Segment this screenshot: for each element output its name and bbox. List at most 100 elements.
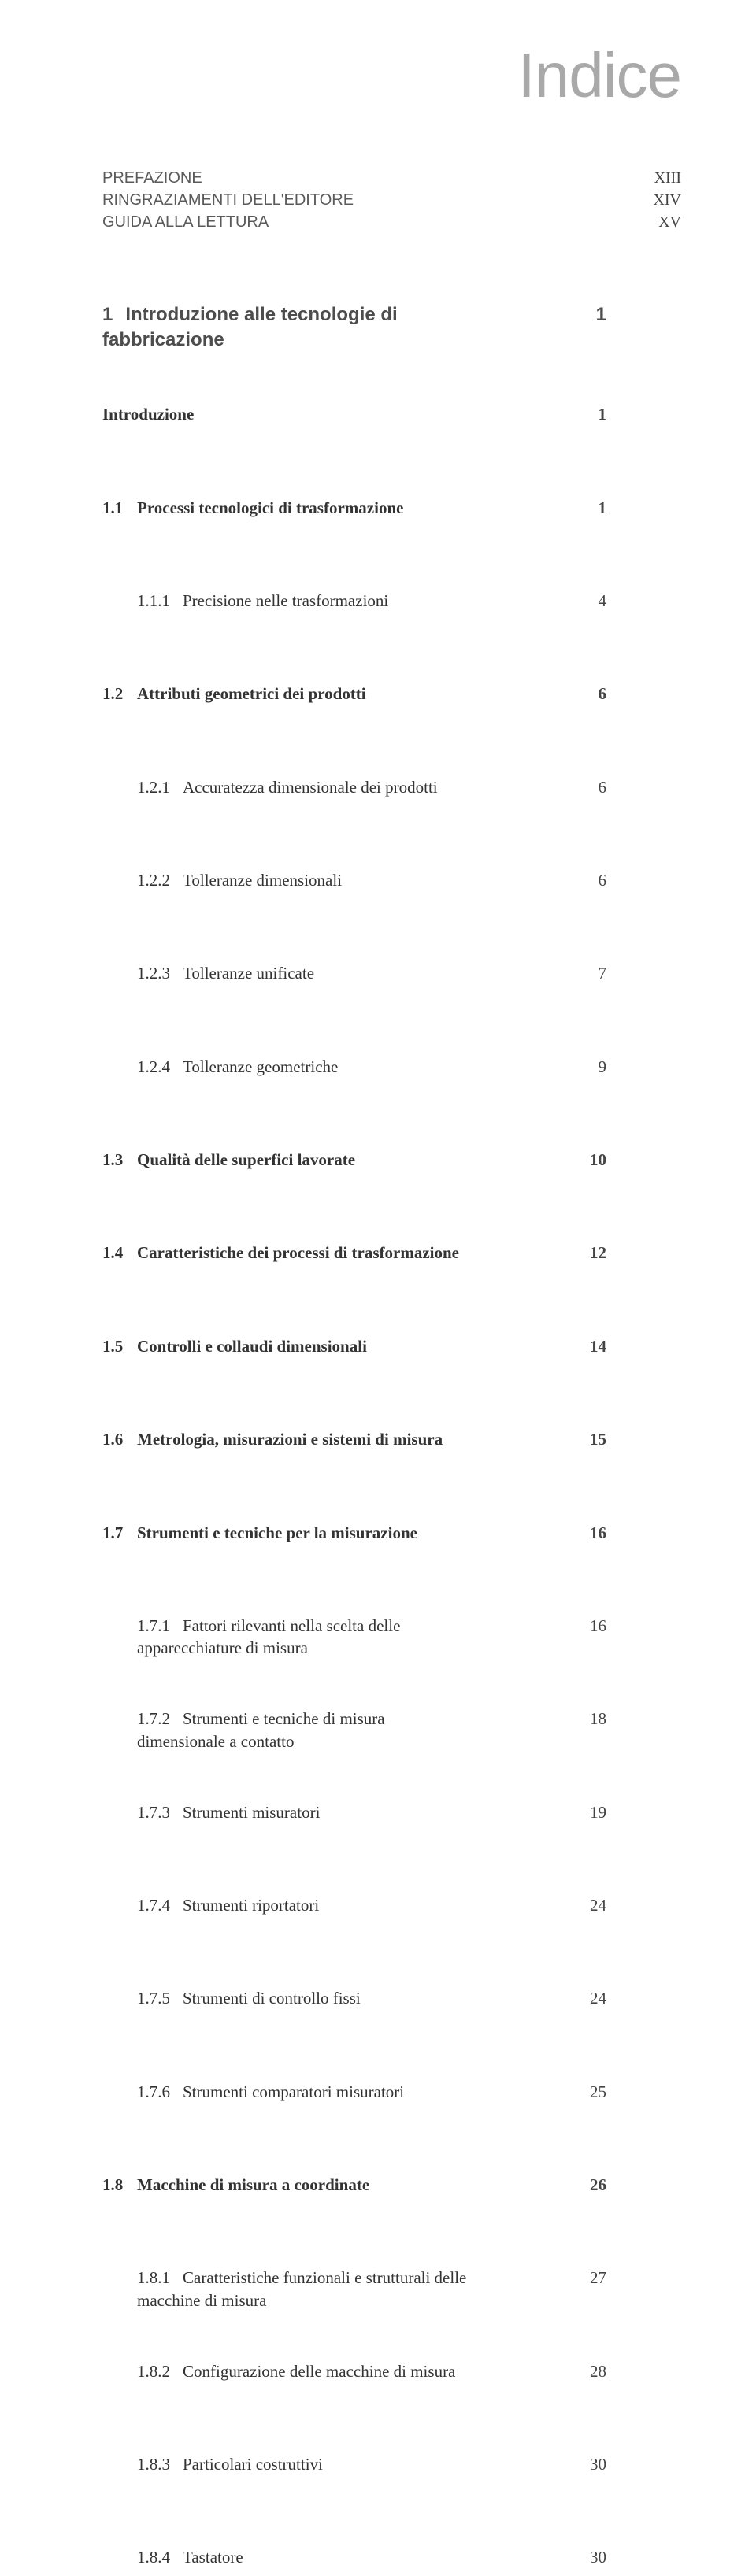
entry-num: 1.7.1 bbox=[137, 1615, 183, 1637]
entry-label: 1.8.3Particolari costruttivi bbox=[102, 2453, 487, 2475]
toc-entry-l2: 1.7.1Fattori rilevanti nella scelta dell… bbox=[102, 1575, 681, 1668]
entry-num: 1.8 bbox=[102, 2174, 137, 2196]
entry-label: 1.8.4Tastatore bbox=[102, 2546, 487, 2568]
entry-text: Strumenti comparatori misuratori bbox=[183, 2082, 404, 2101]
entry-num: 1.7.5 bbox=[137, 1987, 183, 2009]
toc-entry-l2: 1.7.6Strumenti comparatori misuratori 25 bbox=[102, 2041, 681, 2134]
entry-page: 15 bbox=[487, 1389, 681, 1482]
chapter-title: Introduzione alle tecnologie di fabbrica… bbox=[102, 304, 398, 350]
entry-label: 1.4Caratteristiche dei processi di trasf… bbox=[102, 1242, 487, 1264]
entry-text: Accuratezza dimensionale dei prodotti bbox=[183, 778, 438, 797]
entry-num: 1.8.3 bbox=[137, 2453, 183, 2475]
entry-text: Tolleranze geometriche bbox=[183, 1057, 338, 1076]
entry-text: Strumenti e tecniche per la misurazione bbox=[137, 1523, 417, 1542]
entry-page: 10 bbox=[487, 1109, 681, 1202]
entry-label: 1.2.1Accuratezza dimensionale dei prodot… bbox=[102, 776, 496, 798]
toc-entry-l2: 1.8.3Particolari costruttivi 30 bbox=[102, 2414, 681, 2507]
entry-page: 19 bbox=[487, 1762, 681, 1855]
entry-label: 1.8.1Caratteristiche funzionali e strutt… bbox=[102, 2267, 487, 2311]
toc-entry-l2: 1.7.2Strumenti e tecniche di misura dime… bbox=[102, 1668, 681, 1761]
entry-page: 24 bbox=[487, 1855, 681, 1948]
entry-label: 1.7.4Strumenti riportatori bbox=[102, 1894, 487, 1916]
entry-label: 1.1Processi tecnologici di trasformazion… bbox=[102, 497, 496, 519]
entry-label: 1.2.3Tolleranze unificate bbox=[102, 962, 496, 984]
fm-page: XIV bbox=[653, 189, 681, 211]
entry-page: 26 bbox=[487, 2134, 681, 2227]
entry-num: 1.8.4 bbox=[137, 2546, 183, 2568]
toc-entry-l1: 1.8Macchine di misura a coordinate 26 bbox=[102, 2134, 681, 2227]
toc-entry-l2: 1.8.4Tastatore 30 bbox=[102, 2507, 681, 2576]
fm-page: XV bbox=[658, 211, 681, 233]
entry-text: Tastatore bbox=[183, 2548, 243, 2567]
entry-text: Tolleranze dimensionali bbox=[183, 871, 342, 890]
toc-entry-l2: 1.8.1Caratteristiche funzionali e strutt… bbox=[102, 2227, 681, 2320]
toc-entry-l2: 1.2.1Accuratezza dimensionale dei prodot… bbox=[102, 737, 681, 830]
entry-text: Controlli e collaudi dimensionali bbox=[137, 1337, 367, 1356]
entry-page: 1 bbox=[496, 364, 682, 457]
toc-entry-l1: 1.5Controlli e collaudi dimensionali 14 bbox=[102, 1296, 681, 1389]
entry-label: 1.5Controlli e collaudi dimensionali bbox=[102, 1335, 487, 1357]
entry-page: 14 bbox=[487, 1296, 681, 1389]
entry-num: 1.3 bbox=[102, 1149, 137, 1171]
entry-page: 6 bbox=[496, 643, 682, 736]
toc-entry-l2: 1.7.4Strumenti riportatori 24 bbox=[102, 1855, 681, 1948]
fm-label: RINGRAZIAMENTI DELL'EDITORE bbox=[102, 189, 354, 211]
chapter-num: 1 bbox=[102, 304, 113, 325]
entry-label: 1.7.6Strumenti comparatori misuratori bbox=[102, 2081, 487, 2103]
entry-page: 4 bbox=[496, 550, 682, 643]
entry-text: Strumenti riportatori bbox=[183, 1896, 319, 1915]
entry-num: 1.8.2 bbox=[137, 2360, 183, 2382]
fm-page: XIII bbox=[654, 167, 681, 189]
fm-label: GUIDA ALLA LETTURA bbox=[102, 211, 269, 233]
entry-num: 1.1.1 bbox=[137, 590, 183, 612]
entry-text: Caratteristiche funzionali e strutturali… bbox=[137, 2268, 466, 2309]
chapter-page: 1 bbox=[494, 263, 681, 359]
entry-text: Strumenti misuratori bbox=[183, 1803, 320, 1822]
entry-text: Macchine di misura a coordinate bbox=[137, 2175, 369, 2194]
entry-num: 1.7.3 bbox=[137, 1801, 183, 1823]
entry-text: Configurazione delle macchine di misura bbox=[183, 2362, 455, 2381]
entry-label: 1.7.1Fattori rilevanti nella scelta dell… bbox=[102, 1615, 487, 1660]
entry-num: 1.4 bbox=[102, 1242, 137, 1264]
entry-text: Metrologia, misurazioni e sistemi di mis… bbox=[137, 1430, 443, 1449]
entry-page: 16 bbox=[487, 1575, 681, 1668]
entry-text: Tolleranze unificate bbox=[183, 964, 314, 983]
entry-label: 1.7.3Strumenti misuratori bbox=[102, 1801, 487, 1823]
entry-text: Precisione nelle trasformazioni bbox=[183, 591, 388, 610]
entry-num: 1.2.2 bbox=[137, 869, 183, 891]
entry-page: 12 bbox=[487, 1202, 681, 1295]
entry-page: 28 bbox=[487, 2321, 681, 2414]
toc-entry-intro: Introduzione 1 bbox=[102, 364, 681, 457]
entry-label: 1.7.2Strumenti e tecniche di misura dime… bbox=[102, 1708, 487, 1752]
toc-entry-l1: 1.6Metrologia, misurazioni e sistemi di … bbox=[102, 1389, 681, 1482]
entry-num: 1.7 bbox=[102, 1522, 137, 1544]
entry-page: 25 bbox=[487, 2041, 681, 2134]
front-matter-row: GUIDA ALLA LETTURA XV bbox=[102, 211, 681, 233]
entry-num: 1.7.6 bbox=[137, 2081, 183, 2103]
page-title: Indice bbox=[102, 39, 681, 112]
entry-label: 1.8.2Configurazione delle macchine di mi… bbox=[102, 2360, 487, 2382]
entry-text: Qualità delle superfici lavorate bbox=[137, 1150, 355, 1169]
entry-page: 6 bbox=[496, 830, 682, 923]
toc-entry-l2: 1.2.2Tolleranze dimensionali 6 bbox=[102, 830, 681, 923]
entry-label: 1.6Metrologia, misurazioni e sistemi di … bbox=[102, 1428, 487, 1450]
chapter-label: 1Introduzione alle tecnologie di fabbric… bbox=[102, 302, 494, 353]
toc-entry-l2: 1.2.3Tolleranze unificate 7 bbox=[102, 923, 681, 1016]
entry-num: 1.2 bbox=[102, 683, 137, 705]
entry-page: 16 bbox=[487, 1482, 681, 1575]
toc-entry-l2: 1.8.2Configurazione delle macchine di mi… bbox=[102, 2321, 681, 2414]
entry-num: 1.2.4 bbox=[137, 1056, 183, 1078]
entry-text: Processi tecnologici di trasformazione bbox=[137, 498, 403, 517]
entry-text: Strumenti di controllo fissi bbox=[183, 1989, 361, 2008]
toc-entry-l1: 1.1Processi tecnologici di trasformazion… bbox=[102, 457, 681, 550]
entry-page: 27 bbox=[487, 2227, 681, 2320]
toc-page: Indice PREFAZIONE XIII RINGRAZIAMENTI DE… bbox=[0, 0, 756, 2576]
entry-num: 1.2.1 bbox=[137, 776, 183, 798]
entry-num: 1.8.1 bbox=[137, 2267, 183, 2289]
entry-page: 9 bbox=[496, 1016, 682, 1109]
entry-label: 1.1.1Precisione nelle trasformazioni bbox=[102, 590, 496, 612]
entry-page: 30 bbox=[487, 2507, 681, 2576]
entry-label: 1.3Qualità delle superfici lavorate bbox=[102, 1149, 487, 1171]
entry-label: 1.7.5Strumenti di controllo fissi bbox=[102, 1987, 487, 2009]
entry-text: Attributi geometrici dei prodotti bbox=[137, 684, 366, 703]
